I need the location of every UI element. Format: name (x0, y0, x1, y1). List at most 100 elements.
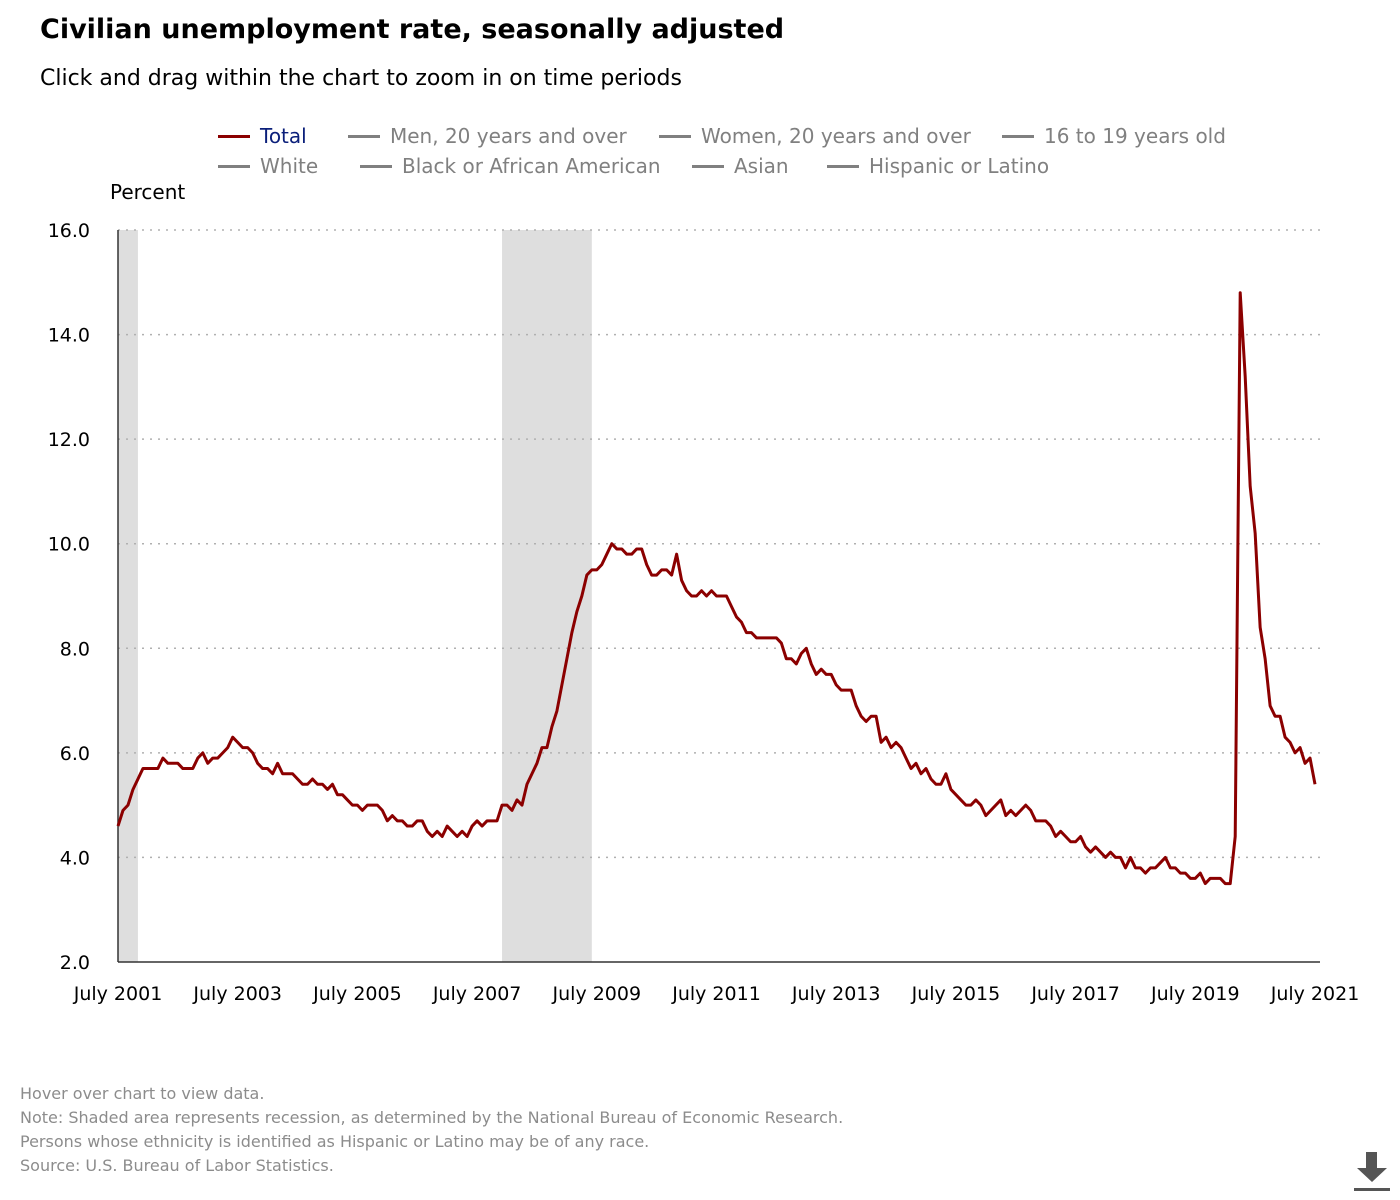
data-point[interactable] (854, 704, 858, 708)
data-point[interactable] (470, 824, 474, 828)
data-point[interactable] (320, 782, 324, 786)
data-point[interactable] (261, 767, 265, 771)
data-point[interactable] (874, 714, 878, 718)
data-point[interactable] (1258, 625, 1262, 629)
data-point[interactable] (340, 793, 344, 797)
data-point[interactable] (1288, 740, 1292, 744)
data-point[interactable] (1203, 882, 1207, 886)
download-button[interactable] (1352, 1150, 1392, 1194)
data-point[interactable] (236, 740, 240, 744)
data-point[interactable] (206, 761, 210, 765)
legend-item-r2-3[interactable]: Hispanic or Latino (827, 154, 1049, 178)
data-point[interactable] (605, 552, 609, 556)
data-point[interactable] (964, 803, 968, 807)
data-point[interactable] (565, 657, 569, 661)
data-point[interactable] (1039, 819, 1043, 823)
data-point[interactable] (166, 761, 170, 765)
data-point[interactable] (794, 662, 798, 666)
data-point[interactable] (211, 756, 215, 760)
series-layer[interactable] (116, 291, 1317, 886)
data-point[interactable] (1024, 803, 1028, 807)
data-point[interactable] (894, 740, 898, 744)
data-point[interactable] (335, 793, 339, 797)
data-point[interactable] (814, 672, 818, 676)
data-point[interactable] (1034, 819, 1038, 823)
data-point[interactable] (784, 657, 788, 661)
data-point[interactable] (360, 808, 364, 812)
data-point[interactable] (1273, 714, 1277, 718)
data-point[interactable] (151, 767, 155, 771)
data-point[interactable] (919, 772, 923, 776)
data-point[interactable] (685, 589, 689, 593)
data-point[interactable] (575, 610, 579, 614)
data-point[interactable] (241, 746, 245, 750)
series-line-total[interactable] (116, 291, 1317, 886)
data-point[interactable] (859, 714, 863, 718)
data-point[interactable] (695, 594, 699, 598)
data-point[interactable] (490, 819, 494, 823)
data-point[interactable] (640, 547, 644, 551)
data-point[interactable] (864, 719, 868, 723)
data-point[interactable] (700, 589, 704, 593)
data-point[interactable] (1228, 882, 1232, 886)
data-point[interactable] (375, 803, 379, 807)
data-point[interactable] (1044, 819, 1048, 823)
data-point[interactable] (251, 751, 255, 755)
data-point[interactable] (929, 777, 933, 781)
data-point[interactable] (585, 573, 589, 577)
data-point[interactable] (520, 803, 524, 807)
data-point[interactable] (196, 756, 200, 760)
data-point[interactable] (1114, 855, 1118, 859)
data-point[interactable] (824, 672, 828, 676)
data-point[interactable] (301, 782, 305, 786)
data-point[interactable] (630, 552, 634, 556)
data-point[interactable] (1218, 876, 1222, 880)
data-point[interactable] (1084, 845, 1088, 849)
data-point[interactable] (420, 819, 424, 823)
data-point[interactable] (799, 652, 803, 656)
data-point[interactable] (749, 631, 753, 635)
data-point[interactable] (1128, 855, 1132, 859)
data-point[interactable] (1059, 829, 1063, 833)
data-point[interactable] (1049, 824, 1053, 828)
data-point[interactable] (365, 803, 369, 807)
data-point[interactable] (1233, 835, 1237, 839)
data-point[interactable] (645, 563, 649, 567)
data-point[interactable] (131, 787, 135, 791)
unemployment-chart[interactable]: 2.04.06.08.010.012.014.016.0 July 2001 Ju… (0, 0, 1400, 1060)
data-point[interactable] (425, 829, 429, 833)
data-point[interactable] (181, 767, 185, 771)
legend-item-r2-2[interactable]: Asian (692, 154, 789, 178)
data-point[interactable] (705, 594, 709, 598)
data-point[interactable] (276, 761, 280, 765)
data-point[interactable] (764, 636, 768, 640)
data-point[interactable] (1248, 484, 1252, 488)
data-point[interactable] (1133, 866, 1137, 870)
data-point[interactable] (1243, 374, 1247, 378)
data-point[interactable] (660, 568, 664, 572)
data-point[interactable] (1143, 871, 1147, 875)
data-point[interactable] (1094, 845, 1098, 849)
data-point[interactable] (974, 798, 978, 802)
data-point[interactable] (495, 819, 499, 823)
data-point[interactable] (615, 547, 619, 551)
data-point[interactable] (724, 594, 728, 598)
data-point[interactable] (729, 604, 733, 608)
data-point[interactable] (291, 772, 295, 776)
data-point[interactable] (390, 814, 394, 818)
data-point[interactable] (345, 798, 349, 802)
data-point[interactable] (146, 767, 150, 771)
data-point[interactable] (191, 767, 195, 771)
data-point[interactable] (410, 824, 414, 828)
data-point[interactable] (715, 594, 719, 598)
data-point[interactable] (485, 819, 489, 823)
data-point[interactable] (879, 740, 883, 744)
data-point[interactable] (171, 761, 175, 765)
data-point[interactable] (779, 641, 783, 645)
data-point[interactable] (370, 803, 374, 807)
data-point[interactable] (1004, 814, 1008, 818)
data-point[interactable] (450, 829, 454, 833)
data-point[interactable] (355, 803, 359, 807)
data-point[interactable] (774, 636, 778, 640)
data-point[interactable] (550, 725, 554, 729)
